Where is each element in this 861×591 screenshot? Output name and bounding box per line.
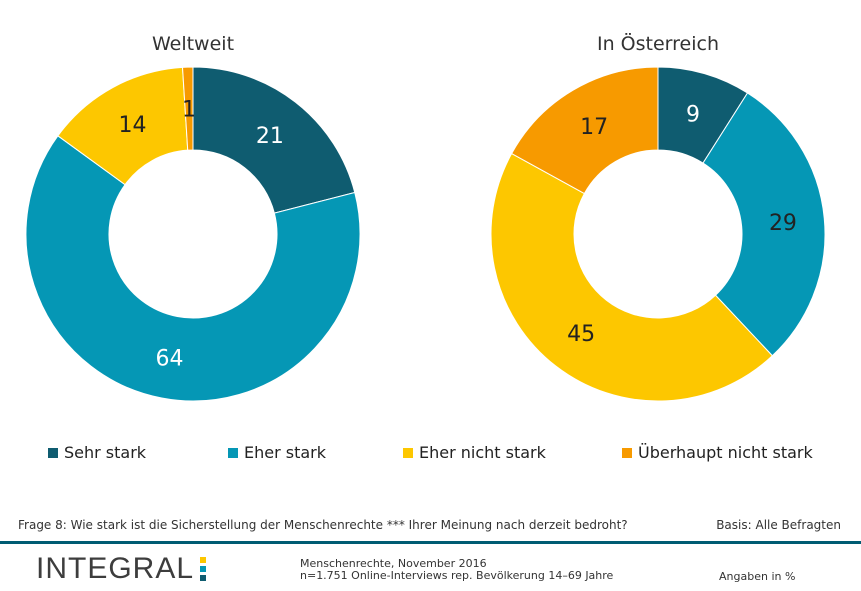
- survey-meta: Menschenrechte, November 2016 n=1.751 On…: [300, 558, 613, 582]
- donut-charts: Weltweit 21 64 14 1 In Österreich 9 29 45 17: [25, 32, 826, 402]
- slice-label-weltweit-1: 21: [256, 124, 284, 149]
- slice-label-oesterreich-2: 29: [769, 211, 797, 236]
- unit-note: Angaben in %: [719, 570, 796, 583]
- brand-logo: INTEGRAL: [36, 552, 207, 586]
- slice-label-weltweit-4: 1: [182, 98, 196, 123]
- legend-label-eher-stark: Eher stark: [244, 443, 327, 462]
- legend-item-eher-nicht-stark: Eher nicht stark: [403, 443, 546, 462]
- legend-label-sehr-stark: Sehr stark: [64, 443, 147, 462]
- legend-swatch-eher-stark: [228, 447, 238, 458]
- slice-oesterreich-4: [510, 66, 659, 195]
- brand-dot-1: [200, 557, 207, 563]
- basis-text: Basis: Alle Befragten: [716, 518, 841, 532]
- slice-label-oesterreich-1: 9: [686, 102, 700, 127]
- slice-label-weltweit-3: 14: [119, 113, 147, 138]
- slice-weltweit-1: [192, 66, 356, 214]
- legend-item-eher-stark: Eher stark: [228, 443, 326, 462]
- brand-dot-3: [200, 575, 207, 581]
- brand-name: INTEGRAL: [36, 552, 195, 585]
- legend-label-eher-nicht-stark: Eher nicht stark: [419, 443, 546, 462]
- slice-oesterreich-3: [490, 152, 774, 402]
- brand-dots: [200, 557, 207, 581]
- question-text: Frage 8: Wie stark ist die Sicherstellun…: [18, 518, 628, 532]
- legend-item-sehr-stark: Sehr stark: [48, 443, 146, 462]
- survey-meta-line1: Menschenrechte, November 2016: [300, 557, 487, 570]
- legend: Sehr stark Eher stark Eher nicht stark Ü…: [0, 443, 861, 467]
- slice-label-oesterreich-4: 17: [580, 115, 608, 140]
- footer-divider: [0, 541, 861, 544]
- chart-title-weltweit: Weltweit: [152, 33, 234, 55]
- slice-weltweit-2: [25, 135, 361, 402]
- slice-label-weltweit-2: 64: [155, 346, 183, 371]
- chart-title-oesterreich: In Österreich: [597, 32, 719, 55]
- brand-dot-2: [200, 566, 207, 572]
- legend-swatch-ueberhaupt-nicht-stark: [622, 447, 632, 458]
- legend-item-ueberhaupt-nicht-stark: Überhaupt nicht stark: [622, 443, 813, 462]
- survey-meta-line2: n=1.751 Online-Interviews rep. Bevölkeru…: [300, 569, 614, 582]
- legend-label-ueberhaupt-nicht-stark: Überhaupt nicht stark: [638, 443, 813, 462]
- slice-weltweit-4: [181, 66, 194, 151]
- slice-label-oesterreich-3: 45: [567, 322, 595, 347]
- legend-swatch-eher-nicht-stark: [403, 447, 413, 458]
- legend-swatch-sehr-stark: [48, 447, 58, 458]
- slice-oesterreich-2: [702, 92, 826, 357]
